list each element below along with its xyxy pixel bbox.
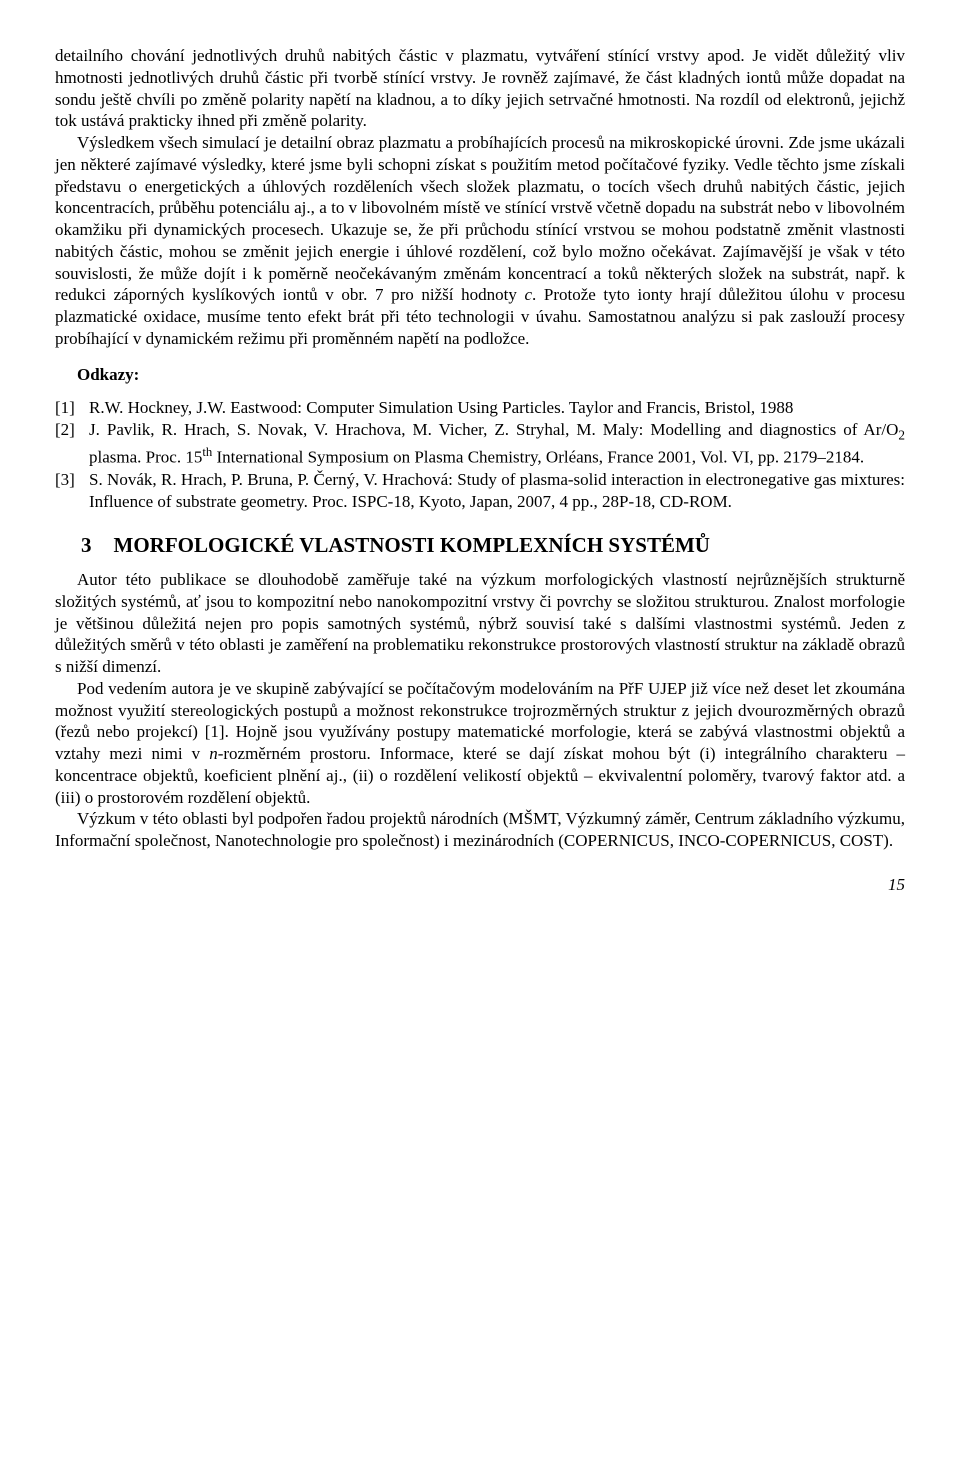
ref-number: [2] bbox=[55, 419, 89, 469]
text: International Symposium on Plasma Chemis… bbox=[212, 448, 864, 467]
ref-text: R.W. Hockney, J.W. Eastwood: Computer Si… bbox=[89, 397, 905, 419]
text: Výsledkem všech simulací je detailní obr… bbox=[55, 133, 905, 304]
paragraph: Výzkum v této oblasti byl podpořen řadou… bbox=[55, 808, 905, 852]
subscript: 2 bbox=[898, 427, 905, 442]
superscript: th bbox=[202, 445, 212, 459]
ref-number: [1] bbox=[55, 397, 89, 419]
reference-item: [2] J. Pavlik, R. Hrach, S. Novak, V. Hr… bbox=[55, 419, 905, 469]
references-heading: Odkazy: bbox=[77, 364, 905, 386]
variable-c: c bbox=[524, 285, 532, 304]
section-heading: 3 MORFOLOGICKÉ VLASTNOSTI KOMPLEXNÍCH SYS… bbox=[81, 532, 905, 559]
ref-text: J. Pavlik, R. Hrach, S. Novak, V. Hracho… bbox=[89, 419, 905, 469]
paragraph: Autor této publikace se dlouhodobě zaměř… bbox=[55, 569, 905, 678]
paragraph-continued: detailního chování jednotlivých druhů na… bbox=[55, 45, 905, 132]
paragraph: Výsledkem všech simulací je detailní obr… bbox=[55, 132, 905, 350]
reference-item: [1] R.W. Hockney, J.W. Eastwood: Compute… bbox=[55, 397, 905, 419]
section-title-text: MORFOLOGICKÉ VLASTNOSTI KOMPLEXNÍCH SYST… bbox=[114, 533, 710, 557]
text: J. Pavlik, R. Hrach, S. Novak, V. Hracho… bbox=[89, 420, 898, 439]
ref-number: [3] bbox=[55, 469, 89, 513]
page-number: 15 bbox=[55, 874, 905, 896]
ref-text: S. Novák, R. Hrach, P. Bruna, P. Černý, … bbox=[89, 469, 905, 513]
reference-item: [3] S. Novák, R. Hrach, P. Bruna, P. Čer… bbox=[55, 469, 905, 513]
section-number: 3 bbox=[81, 532, 92, 559]
paragraph: Pod vedením autora je ve skupině zabývaj… bbox=[55, 678, 905, 809]
text: plasma. Proc. 15 bbox=[89, 448, 202, 467]
references-list: [1] R.W. Hockney, J.W. Eastwood: Compute… bbox=[55, 397, 905, 512]
variable-n: n bbox=[209, 744, 218, 763]
